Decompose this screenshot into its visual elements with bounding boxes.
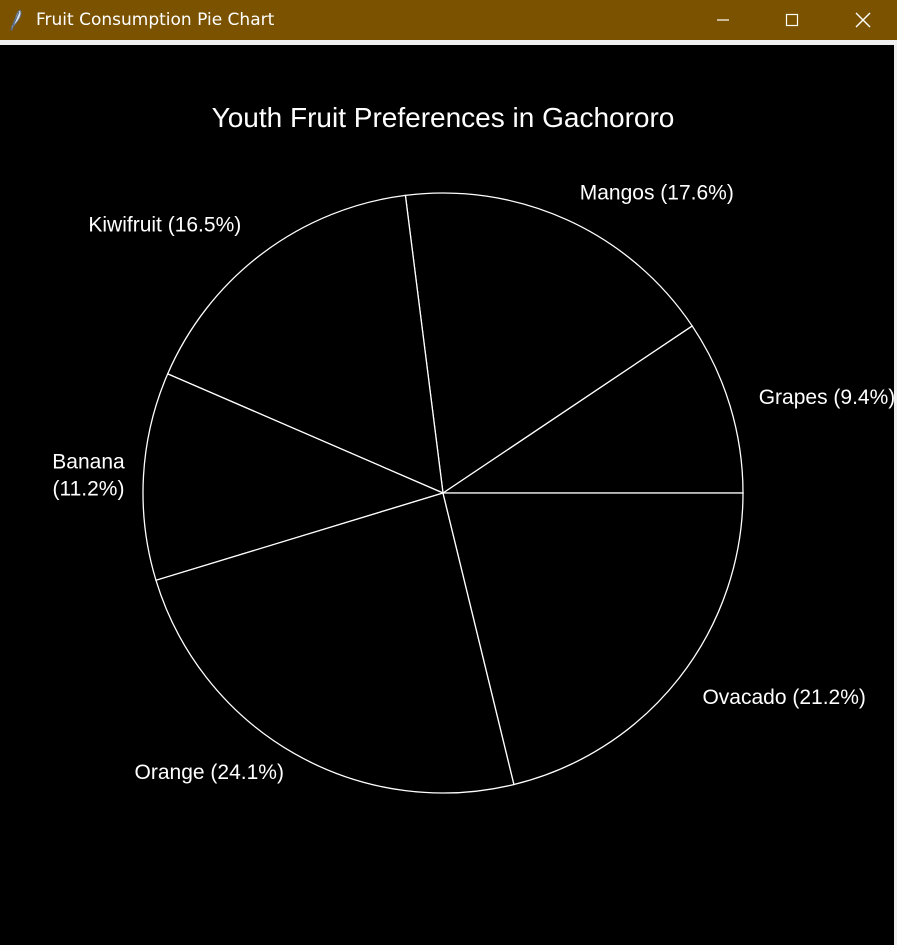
chart-canvas: Youth Fruit Preferences in Gachororo Gra… <box>0 45 895 945</box>
pie-slice-mangos <box>404 192 694 495</box>
minimize-button[interactable] <box>700 0 746 40</box>
chart-title: Youth Fruit Preferences in Gachororo <box>212 102 675 133</box>
pie-label-orange: Orange (24.1%) <box>135 761 284 784</box>
pie-slice-kiwifruit <box>166 194 444 495</box>
close-button[interactable] <box>840 0 886 40</box>
window-border-top <box>0 40 897 45</box>
pie-label-ovacado: Ovacado (21.2%) <box>702 686 865 709</box>
maximize-icon <box>785 13 799 27</box>
pie-slice-orange <box>155 492 515 794</box>
maximize-button[interactable] <box>769 0 815 40</box>
pie-slice-ovacado <box>442 492 744 786</box>
minimize-icon <box>716 13 730 27</box>
pie-label-banana: Banana (11.2%) <box>52 451 125 501</box>
window-title: Fruit Consumption Pie Chart <box>36 10 275 30</box>
window-border-right <box>894 45 897 945</box>
pie-slices <box>142 192 744 794</box>
pie-slice-grapes <box>440 325 744 494</box>
pie-label-grapes: Grapes (9.4%) <box>759 386 894 409</box>
pie-chart: Youth Fruit Preferences in Gachororo Gra… <box>52 102 895 794</box>
title-bar[interactable]: Fruit Consumption Pie Chart <box>0 0 897 40</box>
feather-icon <box>8 9 24 31</box>
pie-slice-banana <box>142 373 445 582</box>
pie-labels: Grapes (9.4%) Mangos (17.6%) Kiwifruit (16… <box>52 182 895 784</box>
close-icon <box>855 12 871 28</box>
pie-label-mangos: Mangos (17.6%) <box>580 182 734 205</box>
pie-label-kiwifruit: Kiwifruit (16.5%) <box>88 213 241 236</box>
